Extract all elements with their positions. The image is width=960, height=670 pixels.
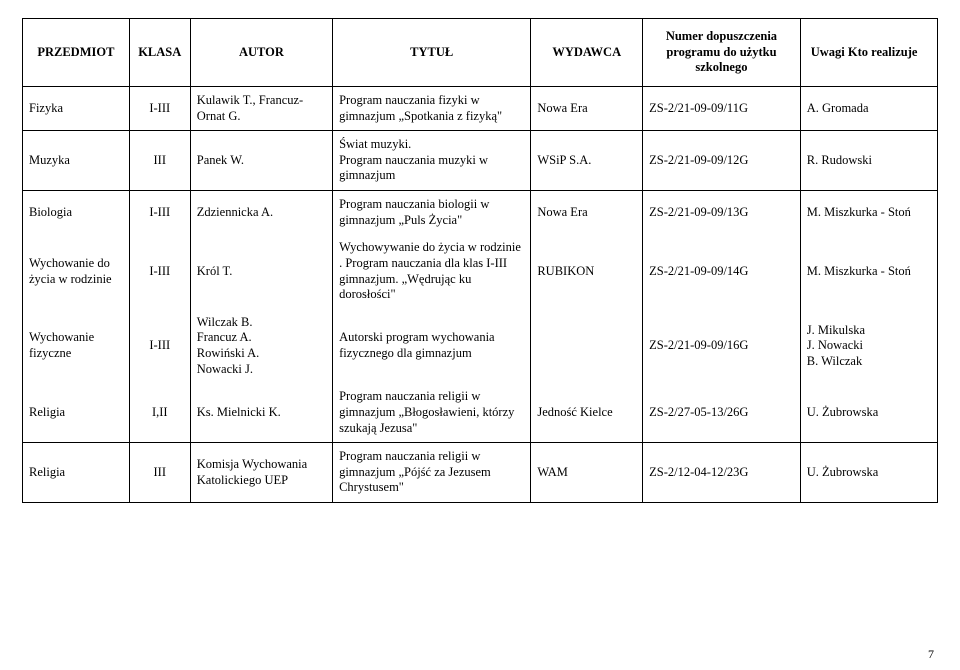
cell-klasa: I,II <box>129 383 190 442</box>
cell-uwagi: J. MikulskaJ. NowackiB. Wilczak <box>800 309 937 384</box>
table-row: FizykaI-IIIKulawik T., Francuz-Ornat G.P… <box>23 86 938 130</box>
cell-klasa: III <box>129 443 190 503</box>
cell-tytul: Wychowywanie do życia w rodzinie . Progr… <box>333 234 531 309</box>
cell-przedmiot: Religia <box>23 443 130 503</box>
cell-uwagi: M. Miszkurka - Stoń <box>800 191 937 235</box>
cell-uwagi: A. Gromada <box>800 86 937 130</box>
cell-numer: ZS-2/21-09-09/16G <box>643 309 801 384</box>
cell-uwagi: U. Żubrowska <box>800 383 937 442</box>
cell-autor: Zdziennicka A. <box>190 191 332 235</box>
cell-wydawca: WAM <box>531 443 643 503</box>
table-row: ReligiaI,IIKs. Mielnicki K.Program naucz… <box>23 383 938 442</box>
page-number: 7 <box>928 647 934 662</box>
col-header-tytul: TYTUŁ <box>333 19 531 87</box>
cell-tytul: Program nauczania fizyki w gimnazjum „Sp… <box>333 86 531 130</box>
cell-autor: Król T. <box>190 234 332 309</box>
cell-przedmiot: Muzyka <box>23 131 130 191</box>
cell-wydawca: WSiP S.A. <box>531 131 643 191</box>
cell-przedmiot: Wychowanie fizyczne <box>23 309 130 384</box>
cell-tytul: Program nauczania religii w gimnazjum „P… <box>333 443 531 503</box>
table-body: FizykaI-IIIKulawik T., Francuz-Ornat G.P… <box>23 86 938 502</box>
cell-przedmiot: Religia <box>23 383 130 442</box>
table-row: BiologiaI-IIIZdziennicka A.Program naucz… <box>23 191 938 235</box>
cell-wydawca: Jedność Kielce <box>531 383 643 442</box>
cell-autor: Komisja Wychowania Katolickiego UEP <box>190 443 332 503</box>
cell-klasa: I-III <box>129 309 190 384</box>
col-header-uwagi: Uwagi Kto realizuje <box>800 19 937 87</box>
cell-wydawca: Nowa Era <box>531 191 643 235</box>
cell-uwagi: M. Miszkurka - Stoń <box>800 234 937 309</box>
cell-wydawca: Nowa Era <box>531 86 643 130</box>
cell-uwagi: R. Rudowski <box>800 131 937 191</box>
cell-tytul: Program nauczania biologii w gimnazjum „… <box>333 191 531 235</box>
cell-klasa: I-III <box>129 234 190 309</box>
table-row: Wychowanie do życia w rodzinieI-IIIKról … <box>23 234 938 309</box>
cell-uwagi: U. Żubrowska <box>800 443 937 503</box>
table-row: MuzykaIIIPanek W.Świat muzyki.Program na… <box>23 131 938 191</box>
cell-tytul: Świat muzyki.Program nauczania muzyki w … <box>333 131 531 191</box>
cell-klasa: I-III <box>129 86 190 130</box>
cell-wydawca <box>531 309 643 384</box>
col-header-klasa: KLASA <box>129 19 190 87</box>
cell-autor: Panek W. <box>190 131 332 191</box>
table-header: PRZEDMIOT KLASA AUTOR TYTUŁ WYDAWCA Nume… <box>23 19 938 87</box>
cell-numer: ZS-2/21-09-09/13G <box>643 191 801 235</box>
cell-autor: Kulawik T., Francuz-Ornat G. <box>190 86 332 130</box>
cell-numer: ZS-2/27-05-13/26G <box>643 383 801 442</box>
cell-autor: Ks. Mielnicki K. <box>190 383 332 442</box>
cell-tytul: Autorski program wychowania fizycznego d… <box>333 309 531 384</box>
cell-numer: ZS-2/21-09-09/11G <box>643 86 801 130</box>
cell-autor: Wilczak B.Francuz A.Rowiński A.Nowacki J… <box>190 309 332 384</box>
cell-klasa: I-III <box>129 191 190 235</box>
col-header-wydawca: WYDAWCA <box>531 19 643 87</box>
cell-wydawca: RUBIKON <box>531 234 643 309</box>
cell-przedmiot: Fizyka <box>23 86 130 130</box>
cell-tytul: Program nauczania religii w gimnazjum „B… <box>333 383 531 442</box>
col-header-numer: Numer dopuszczenia programu do użytku sz… <box>643 19 801 87</box>
col-header-autor: AUTOR <box>190 19 332 87</box>
cell-numer: ZS-2/21-09-09/14G <box>643 234 801 309</box>
table-row: ReligiaIIIKomisja Wychowania Katolickieg… <box>23 443 938 503</box>
cell-numer: ZS-2/12-04-12/23G <box>643 443 801 503</box>
cell-numer: ZS-2/21-09-09/12G <box>643 131 801 191</box>
table-row: Wychowanie fizyczneI-IIIWilczak B.Francu… <box>23 309 938 384</box>
cell-przedmiot: Biologia <box>23 191 130 235</box>
col-header-przedmiot: PRZEDMIOT <box>23 19 130 87</box>
cell-klasa: III <box>129 131 190 191</box>
cell-przedmiot: Wychowanie do życia w rodzinie <box>23 234 130 309</box>
curriculum-table: PRZEDMIOT KLASA AUTOR TYTUŁ WYDAWCA Nume… <box>22 18 938 503</box>
